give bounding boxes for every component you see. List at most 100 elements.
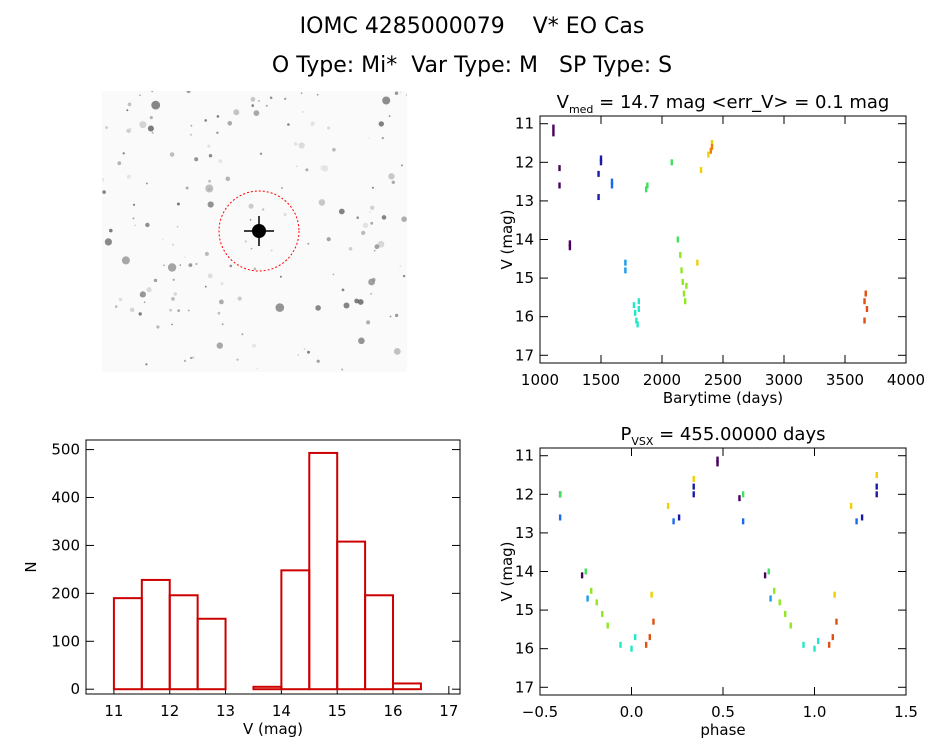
data-point xyxy=(601,610,604,617)
star xyxy=(320,165,326,171)
data-point xyxy=(680,267,683,274)
star xyxy=(145,222,150,228)
data-point xyxy=(875,483,878,490)
data-point xyxy=(875,491,878,498)
data-point xyxy=(773,587,776,594)
data-point xyxy=(741,491,745,498)
data-point xyxy=(599,159,603,166)
data-point xyxy=(637,298,641,305)
star xyxy=(332,147,336,152)
data-point xyxy=(568,240,572,247)
star xyxy=(401,216,407,222)
star xyxy=(362,222,369,228)
star xyxy=(249,219,252,221)
data-point xyxy=(835,618,838,625)
star xyxy=(233,109,240,116)
data-point xyxy=(827,641,831,648)
star xyxy=(156,325,160,329)
star xyxy=(305,168,309,172)
star xyxy=(370,205,375,210)
data-point xyxy=(606,622,609,629)
data-point xyxy=(813,645,816,652)
y-tick-label: 16 xyxy=(515,308,534,326)
y-tick-label: 15 xyxy=(515,269,534,287)
data-point xyxy=(716,456,719,463)
star xyxy=(315,305,321,311)
star xyxy=(171,323,173,326)
star xyxy=(163,264,165,267)
star xyxy=(253,267,257,271)
data-point xyxy=(644,186,648,193)
star xyxy=(218,159,223,164)
star xyxy=(318,199,326,206)
plot-frame xyxy=(539,447,907,696)
data-point xyxy=(652,618,655,625)
data-point xyxy=(710,140,714,147)
x-axis-label: Barytime (days) xyxy=(663,389,783,407)
data-point xyxy=(670,159,673,166)
star xyxy=(377,240,385,248)
y-tick-label: 100 xyxy=(51,632,80,650)
data-point xyxy=(778,599,781,606)
x-tick-label: 15 xyxy=(328,702,347,720)
star xyxy=(219,299,224,305)
star xyxy=(151,100,161,110)
star xyxy=(248,203,254,209)
star xyxy=(279,275,282,278)
data-point xyxy=(599,155,603,162)
data-point xyxy=(707,151,710,158)
star xyxy=(190,124,193,127)
star xyxy=(401,164,403,167)
star xyxy=(229,264,233,268)
star xyxy=(190,356,193,360)
data-point xyxy=(568,244,572,251)
star xyxy=(281,187,283,189)
data-point xyxy=(767,568,770,575)
star xyxy=(179,264,182,266)
star xyxy=(171,297,175,301)
x-tick-label: 16 xyxy=(383,702,402,720)
star xyxy=(194,157,199,162)
star xyxy=(149,116,153,120)
x-tick-label: 12 xyxy=(160,702,179,720)
data-point xyxy=(633,634,637,641)
star xyxy=(399,91,402,94)
data-point xyxy=(738,495,741,502)
star xyxy=(297,353,300,356)
star xyxy=(129,307,135,313)
data-point xyxy=(637,305,641,312)
histogram-bar xyxy=(140,578,171,691)
plot-frame xyxy=(85,439,461,695)
histogram-bar xyxy=(252,685,283,691)
star xyxy=(146,182,148,185)
data-point xyxy=(552,124,555,131)
x-axis-label: phase xyxy=(700,721,745,739)
histogram-bar xyxy=(336,540,367,691)
plot-frame xyxy=(539,115,907,364)
star xyxy=(188,263,193,267)
data-point xyxy=(784,610,787,617)
star xyxy=(146,287,152,293)
histogram-panel: 11 12 13 14 15 16 17 0 100 200 300 400 500 V (mag) N xyxy=(22,439,461,738)
data-point xyxy=(685,282,688,289)
star xyxy=(252,343,257,348)
star xyxy=(118,297,123,302)
data-point xyxy=(679,251,682,258)
y-tick-label: 14 xyxy=(515,563,534,581)
x-tick-label: 17 xyxy=(439,702,458,720)
star xyxy=(126,174,131,179)
star xyxy=(341,288,345,292)
data-point xyxy=(831,634,834,641)
data-point xyxy=(666,502,670,509)
x-tick-label: 3500 xyxy=(826,371,864,389)
star xyxy=(151,131,154,134)
data-point xyxy=(875,472,878,479)
histogram-bar xyxy=(280,569,311,691)
data-point xyxy=(644,641,648,648)
star xyxy=(143,301,146,303)
data-point xyxy=(681,278,684,285)
star xyxy=(139,94,141,97)
data-point xyxy=(635,317,638,324)
data-point xyxy=(646,182,649,189)
data-point xyxy=(633,309,637,316)
